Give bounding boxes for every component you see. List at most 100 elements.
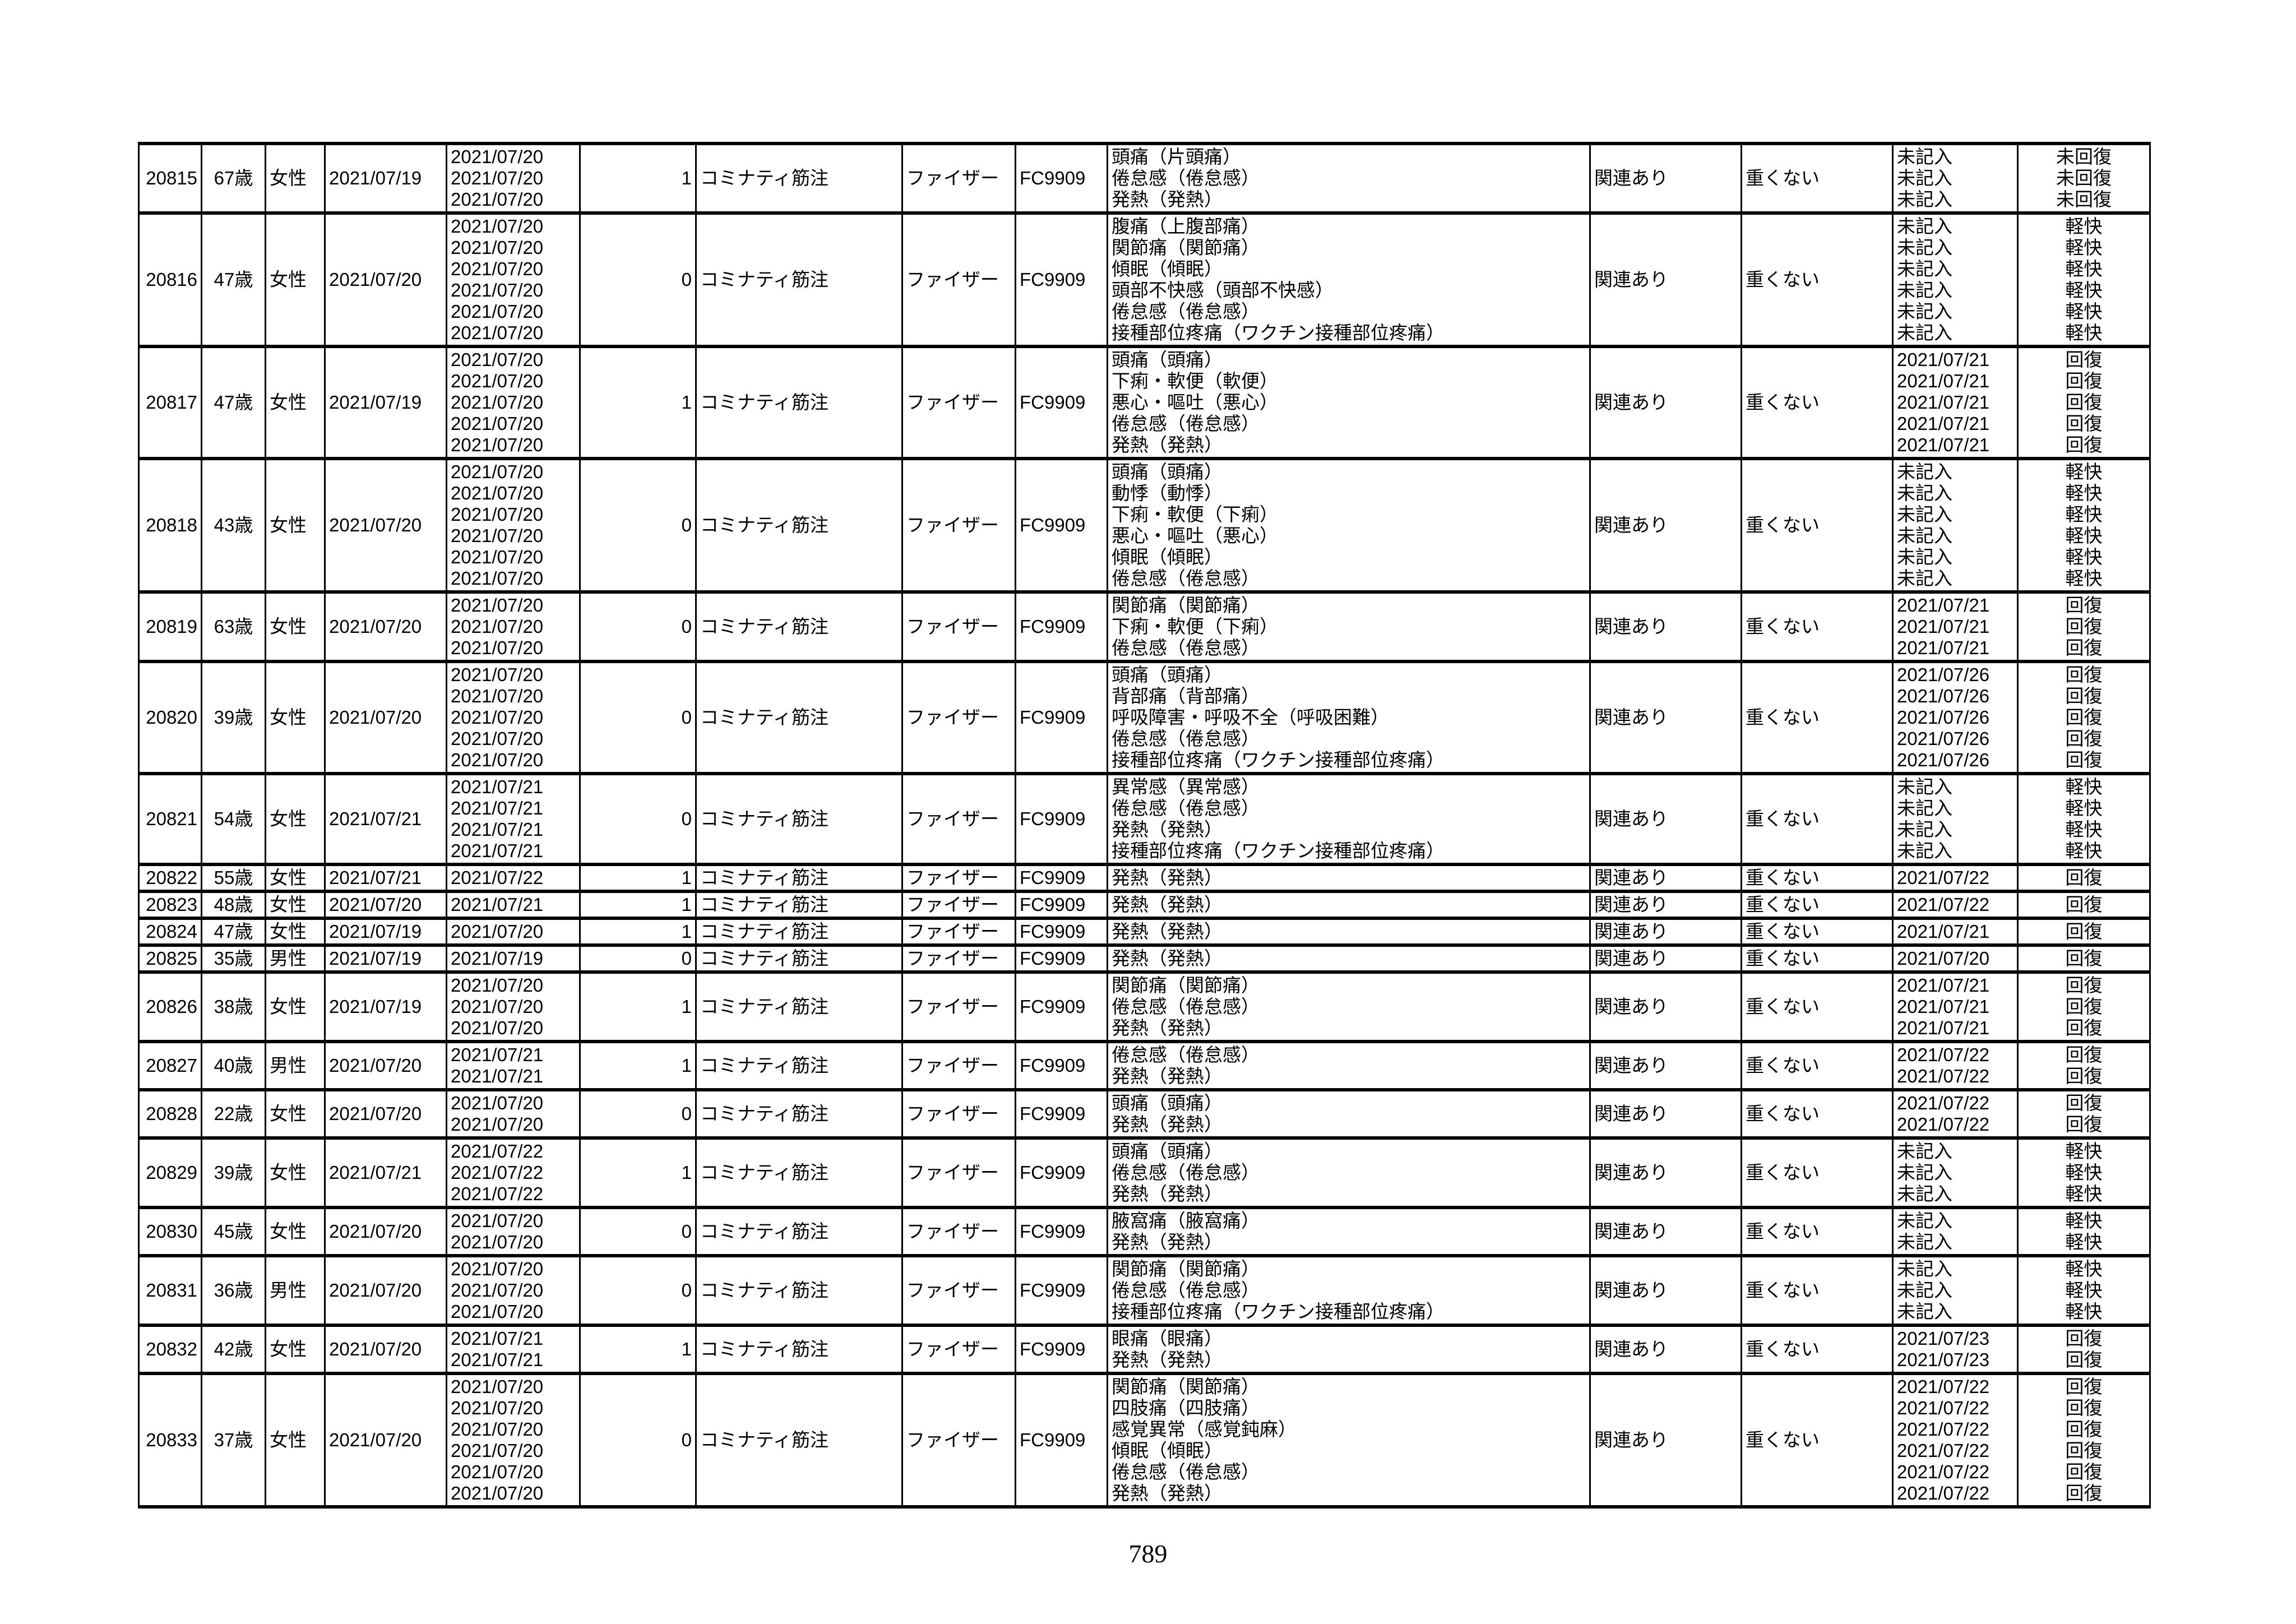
cell-vaccination-date: 2021/07/21 [324, 1136, 447, 1209]
cell-onset-dates: 2021/07/20 2021/07/20 2021/07/20 [446, 142, 581, 215]
cell-causality: 関連あり [1589, 1040, 1742, 1091]
cell-causality: 関連あり [1589, 1136, 1742, 1209]
cell-sex: 女性 [265, 1136, 326, 1209]
cell-vaccination-date: 2021/07/19 [324, 917, 447, 947]
cell-vaccination-date: 2021/07/20 [324, 1324, 447, 1375]
cell-symptoms: 頭痛（頭痛） 下痢・軟便（軟便） 悪心・嘔吐（悪心） 倦怠感（倦怠感） 発熱（発… [1107, 345, 1591, 460]
cell-vaccination-date: 2021/07/20 [324, 1206, 447, 1257]
cell-symptoms: 頭痛（片頭痛） 倦怠感（倦怠感） 発熱（発熱） [1107, 142, 1591, 215]
cell-symptoms: 関節痛（関節痛） 四肢痛（四肢痛） 感覚異常（感覚鈍麻） 傾眠（傾眠） 倦怠感（… [1107, 1372, 1591, 1509]
cell-sex: 女性 [265, 142, 326, 215]
table-row: 20822 55歳 女性 2021/07/21 2021/07/22 1 コミナ… [138, 863, 2151, 893]
table-row: 20830 45歳 女性 2021/07/20 2021/07/20 2021/… [138, 1206, 2151, 1257]
cell-lot-number: FC9909 [1015, 1254, 1108, 1327]
page-number: 789 [1128, 1539, 1168, 1568]
cell-manufacturer: ファイザー [901, 1206, 1016, 1257]
table-row: 20823 48歳 女性 2021/07/20 2021/07/21 1 コミナ… [138, 890, 2151, 920]
table-row: 20819 63歳 女性 2021/07/20 2021/07/20 2021/… [138, 590, 2151, 663]
cell-vaccination-date: 2021/07/21 [324, 772, 447, 866]
cell-manufacturer: ファイザー [901, 1136, 1016, 1209]
cell-symptoms: 頭痛（頭痛） 発熱（発熱） [1107, 1088, 1591, 1140]
cell-vaccine-name: コミナティ筋注 [695, 590, 903, 663]
cell-case-number: 20826 [138, 970, 202, 1043]
cell-outcome-dates: 2021/07/22 [1892, 863, 2019, 893]
cell-onset-dates: 2021/07/21 2021/07/21 [446, 1324, 581, 1375]
cell-vaccine-name: コミナティ筋注 [695, 142, 903, 215]
cell-case-number: 20831 [138, 1254, 202, 1327]
cell-outcome-dates: 2021/07/22 2021/07/22 [1892, 1040, 2019, 1091]
cell-outcome-dates: 2021/07/26 2021/07/26 2021/07/26 2021/07… [1892, 660, 2019, 775]
cell-symptoms: 腹痛（上腹部痛） 関節痛（関節痛） 傾眠（傾眠） 頭部不快感（頭部不快感） 倦怠… [1107, 211, 1591, 348]
cell-onset-dates: 2021/07/20 2021/07/20 [446, 1088, 581, 1140]
cell-lot-number: FC9909 [1015, 1206, 1108, 1257]
table-row: 20827 40歳 男性 2021/07/20 2021/07/21 2021/… [138, 1040, 2151, 1091]
cell-age: 38歳 [201, 970, 266, 1043]
cell-dose-count: 1 [579, 970, 697, 1043]
cell-outcomes: 回復 回復 回復 回復 回復 回復 [2017, 1372, 2151, 1509]
cell-lot-number: FC9909 [1015, 660, 1108, 775]
table-row: 20833 37歳 女性 2021/07/20 2021/07/20 2021/… [138, 1372, 2151, 1509]
table-row: 20829 39歳 女性 2021/07/21 2021/07/22 2021/… [138, 1136, 2151, 1209]
cell-onset-dates: 2021/07/21 [446, 890, 581, 920]
cell-lot-number: FC9909 [1015, 1040, 1108, 1091]
cell-sex: 女性 [265, 890, 326, 920]
cell-onset-dates: 2021/07/20 2021/07/20 2021/07/20 2021/07… [446, 1372, 581, 1509]
cell-severity: 重くない [1740, 917, 1894, 947]
cell-age: 42歳 [201, 1324, 266, 1375]
cell-causality: 関連あり [1589, 1254, 1742, 1327]
cell-vaccination-date: 2021/07/21 [324, 863, 447, 893]
cell-onset-dates: 2021/07/21 2021/07/21 2021/07/21 2021/07… [446, 772, 581, 866]
cell-sex: 女性 [265, 772, 326, 866]
cell-causality: 関連あり [1589, 917, 1742, 947]
cell-dose-count: 0 [579, 590, 697, 663]
cell-outcome-dates: 2021/07/21 2021/07/21 2021/07/21 [1892, 970, 2019, 1043]
cell-outcome-dates: 2021/07/22 [1892, 890, 2019, 920]
cell-onset-dates: 2021/07/20 [446, 917, 581, 947]
cell-causality: 関連あり [1589, 863, 1742, 893]
adverse-event-table: 20815 67歳 女性 2021/07/19 2021/07/20 2021/… [138, 142, 2151, 1509]
cell-outcome-dates: 未記入 未記入 [1892, 1206, 2019, 1257]
cell-case-number: 20825 [138, 943, 202, 974]
cell-vaccination-date: 2021/07/19 [324, 345, 447, 460]
cell-sex: 男性 [265, 1040, 326, 1091]
cell-lot-number: FC9909 [1015, 1088, 1108, 1140]
cell-sex: 女性 [265, 660, 326, 775]
cell-causality: 関連あり [1589, 457, 1742, 594]
table-row: 20826 38歳 女性 2021/07/19 2021/07/20 2021/… [138, 970, 2151, 1043]
cell-severity: 重くない [1740, 1040, 1894, 1091]
cell-sex: 女性 [265, 590, 326, 663]
cell-outcome-dates: 2021/07/21 [1892, 917, 2019, 947]
cell-case-number: 20827 [138, 1040, 202, 1091]
cell-symptoms: 発熱（発熱） [1107, 890, 1591, 920]
cell-onset-dates: 2021/07/20 2021/07/20 2021/07/20 [446, 970, 581, 1043]
cell-severity: 重くない [1740, 863, 1894, 893]
cell-lot-number: FC9909 [1015, 970, 1108, 1043]
cell-dose-count: 0 [579, 1254, 697, 1327]
cell-causality: 関連あり [1589, 211, 1742, 348]
cell-dose-count: 0 [579, 1206, 697, 1257]
table-row: 20831 36歳 男性 2021/07/20 2021/07/20 2021/… [138, 1254, 2151, 1327]
cell-vaccine-name: コミナティ筋注 [695, 1088, 903, 1140]
cell-age: 54歳 [201, 772, 266, 866]
cell-sex: 女性 [265, 863, 326, 893]
cell-lot-number: FC9909 [1015, 1136, 1108, 1209]
cell-outcomes: 回復 [2017, 863, 2151, 893]
cell-outcome-dates: 未記入 未記入 未記入 未記入 未記入 未記入 [1892, 211, 2019, 348]
cell-lot-number: FC9909 [1015, 772, 1108, 866]
cell-symptoms: 頭痛（頭痛） 背部痛（背部痛） 呼吸障害・呼吸不全（呼吸困難） 倦怠感（倦怠感）… [1107, 660, 1591, 775]
cell-vaccine-name: コミナティ筋注 [695, 917, 903, 947]
cell-symptoms: 頭痛（頭痛） 動悸（動悸） 下痢・軟便（下痢） 悪心・嘔吐（悪心） 傾眠（傾眠）… [1107, 457, 1591, 594]
cell-case-number: 20829 [138, 1136, 202, 1209]
cell-lot-number: FC9909 [1015, 917, 1108, 947]
cell-dose-count: 1 [579, 1040, 697, 1091]
cell-causality: 関連あり [1589, 890, 1742, 920]
table-row: 20816 47歳 女性 2021/07/20 2021/07/20 2021/… [138, 211, 2151, 348]
cell-outcomes: 軽快 軽快 軽快 [2017, 1136, 2151, 1209]
cell-onset-dates: 2021/07/22 [446, 863, 581, 893]
cell-manufacturer: ファイザー [901, 863, 1016, 893]
cell-symptoms: 発熱（発熱） [1107, 917, 1591, 947]
cell-vaccination-date: 2021/07/19 [324, 142, 447, 215]
cell-case-number: 20830 [138, 1206, 202, 1257]
cell-manufacturer: ファイザー [901, 917, 1016, 947]
cell-outcome-dates: 2021/07/22 2021/07/22 2021/07/22 2021/07… [1892, 1372, 2019, 1509]
